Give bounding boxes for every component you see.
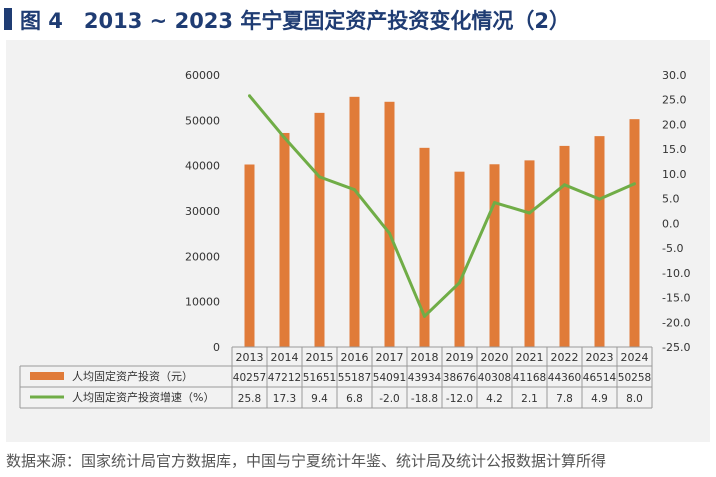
bar xyxy=(489,164,500,347)
line-point xyxy=(248,94,251,98)
bar-value-cell: 46514 xyxy=(583,372,617,384)
bar-value-cell: 38676 xyxy=(443,372,477,384)
category-label: 2021 xyxy=(516,351,544,364)
category-label: 2013 xyxy=(236,351,264,364)
bar-value-cell: 40308 xyxy=(478,372,511,384)
growth-value-cell: 4.2 xyxy=(486,393,503,405)
line-point xyxy=(318,175,321,179)
bar xyxy=(559,145,570,347)
bar xyxy=(244,164,255,347)
line-point xyxy=(423,314,426,318)
bar xyxy=(349,96,360,347)
legend-label-bar: 人均固定资产投资（元） xyxy=(72,369,193,383)
bar xyxy=(524,160,535,347)
y-right-tick-label: 25.0 xyxy=(662,94,687,107)
bar-value-cell: 41168 xyxy=(513,372,546,384)
bar-value-cell: 44360 xyxy=(548,372,581,384)
y-left-tick-label: 0 xyxy=(213,341,220,354)
bar xyxy=(629,119,640,348)
y-right-tick-label: -15.0 xyxy=(662,292,690,305)
legend-key-bar xyxy=(30,372,64,380)
bar-value-cell: 54091 xyxy=(373,372,406,384)
line-point xyxy=(598,197,601,201)
growth-value-cell: 2.1 xyxy=(521,393,538,405)
bar-value-cell: 51651 xyxy=(303,372,336,384)
legend-label-line: 人均固定资产投资增速（%） xyxy=(72,390,214,404)
bar-value-cell: 43934 xyxy=(408,372,442,384)
growth-value-cell: 17.3 xyxy=(273,393,296,405)
line-point xyxy=(388,231,391,235)
figure-title: 图 4 2013 ~ 2023 年宁夏固定资产投资变化情况（2） xyxy=(20,9,570,33)
bar xyxy=(419,147,430,347)
bar xyxy=(279,132,290,347)
title-marker xyxy=(4,8,12,30)
bar-value-cell: 50258 xyxy=(618,372,651,384)
y-right-tick-label: -25.0 xyxy=(662,341,690,354)
bar xyxy=(384,101,395,347)
y-left-tick-label: 30000 xyxy=(185,205,220,218)
category-label: 2016 xyxy=(341,351,369,364)
category-label: 2017 xyxy=(376,351,404,364)
growth-value-cell: -12.0 xyxy=(446,393,473,405)
growth-value-cell: 8.0 xyxy=(626,393,643,405)
y-left-tick-label: 40000 xyxy=(185,160,220,173)
bar xyxy=(594,136,605,347)
chart-panel: 0 10000 20000 30000 40000 50000 60000 -25.0 -20.… xyxy=(6,40,710,442)
category-label: 2023 xyxy=(586,351,614,364)
category-label: 2018 xyxy=(411,351,439,364)
category-label: 2024 xyxy=(621,351,649,364)
category-label: 2020 xyxy=(481,351,509,364)
growth-value-cell: 9.4 xyxy=(311,393,328,405)
growth-value-cell: 4.9 xyxy=(591,393,608,405)
category-label: 2015 xyxy=(306,351,334,364)
y-right-tick-label: -20.0 xyxy=(662,316,690,329)
bar-value-cell: 55187 xyxy=(338,372,371,384)
y-right-tick-label: 0.0 xyxy=(662,217,680,230)
source-note: 数据来源：国家统计局官方数据库，中国与宁夏统计年鉴、统计局及统计公报数据计算所得 xyxy=(6,452,607,470)
y-right-tick-label: 5.0 xyxy=(662,193,680,206)
category-label: 2019 xyxy=(446,351,474,364)
y-right-tick-label: 20.0 xyxy=(662,118,687,131)
line-point xyxy=(283,136,286,140)
growth-value-cell: -2.0 xyxy=(379,393,400,405)
line-point xyxy=(458,281,461,285)
line-point xyxy=(563,183,566,187)
line-point xyxy=(493,201,496,205)
growth-value-cell: 25.8 xyxy=(238,393,261,405)
line-point xyxy=(528,211,531,215)
growth-value-cell: 7.8 xyxy=(556,393,573,405)
bar xyxy=(314,112,325,347)
y-left-tick-label: 60000 xyxy=(185,69,220,82)
growth-line xyxy=(248,94,636,318)
bar xyxy=(454,171,465,347)
line-point xyxy=(633,182,636,186)
category-label: 2014 xyxy=(271,351,299,364)
y-right-tick-label: 30.0 xyxy=(662,69,687,82)
category-label: 2022 xyxy=(551,351,579,364)
y-left-tick-label: 50000 xyxy=(185,114,220,127)
y-right-tick-label: 15.0 xyxy=(662,143,687,156)
y-left-tick-label: 10000 xyxy=(185,296,220,309)
growth-value-cell: 6.8 xyxy=(346,393,363,405)
combo-chart: 0 10000 20000 30000 40000 50000 60000 -25.0 -20.… xyxy=(19,69,690,409)
bar-value-cell: 40257 xyxy=(233,372,266,384)
y-left-tick-label: 20000 xyxy=(185,250,220,263)
line-point xyxy=(353,188,356,192)
growth-value-cell: -18.8 xyxy=(411,393,438,405)
y-right-tick-label: 10.0 xyxy=(662,168,687,181)
y-right-tick-label: -5.0 xyxy=(662,242,683,255)
y-right-tick-label: -10.0 xyxy=(662,267,690,280)
figure-header: 图 4 2013 ~ 2023 年宁夏固定资产投资变化情况（2） xyxy=(0,0,716,36)
bar-value-cell: 47212 xyxy=(268,372,301,384)
